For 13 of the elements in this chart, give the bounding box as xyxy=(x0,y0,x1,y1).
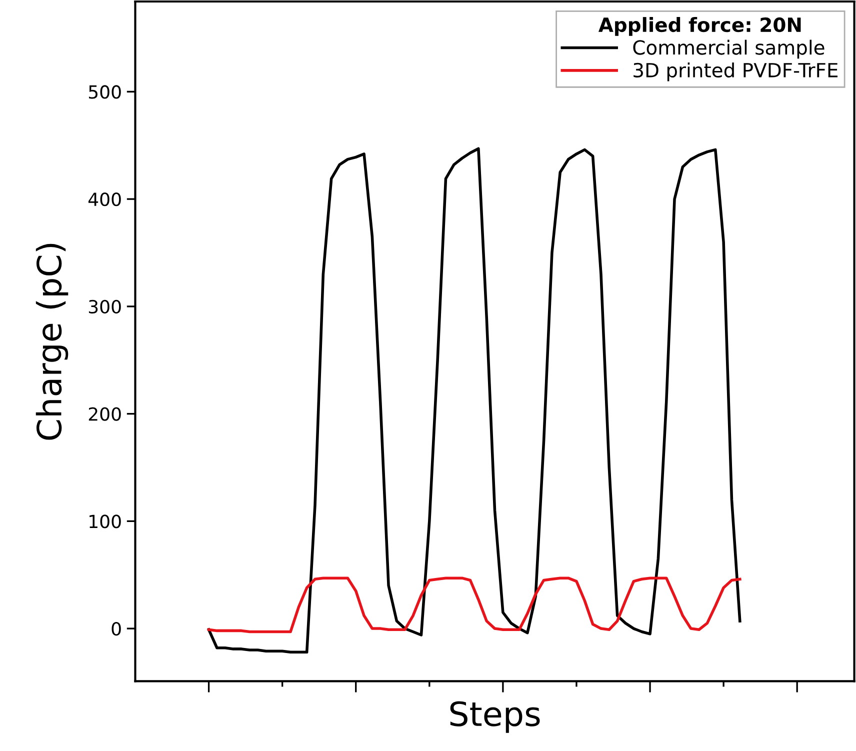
y-axis-title: Charge (pC) xyxy=(36,244,68,440)
legend-label: 3D printed PVDF-TrFE xyxy=(634,62,838,82)
legend-label: Commercial sample xyxy=(633,40,824,59)
line-series xyxy=(207,576,742,634)
line-series xyxy=(207,147,742,654)
y-tick-label: 200 xyxy=(88,407,121,421)
y-tick-label: 100 xyxy=(90,514,121,528)
y-tick-label: 500 xyxy=(88,85,121,99)
y-tick-label: 300 xyxy=(88,300,121,314)
legend-title: Applied force: 20N xyxy=(598,17,801,36)
x-axis-title: Steps xyxy=(450,701,540,733)
y-tick-label: 0 xyxy=(112,622,121,636)
y-tick-label: 400 xyxy=(88,192,121,206)
